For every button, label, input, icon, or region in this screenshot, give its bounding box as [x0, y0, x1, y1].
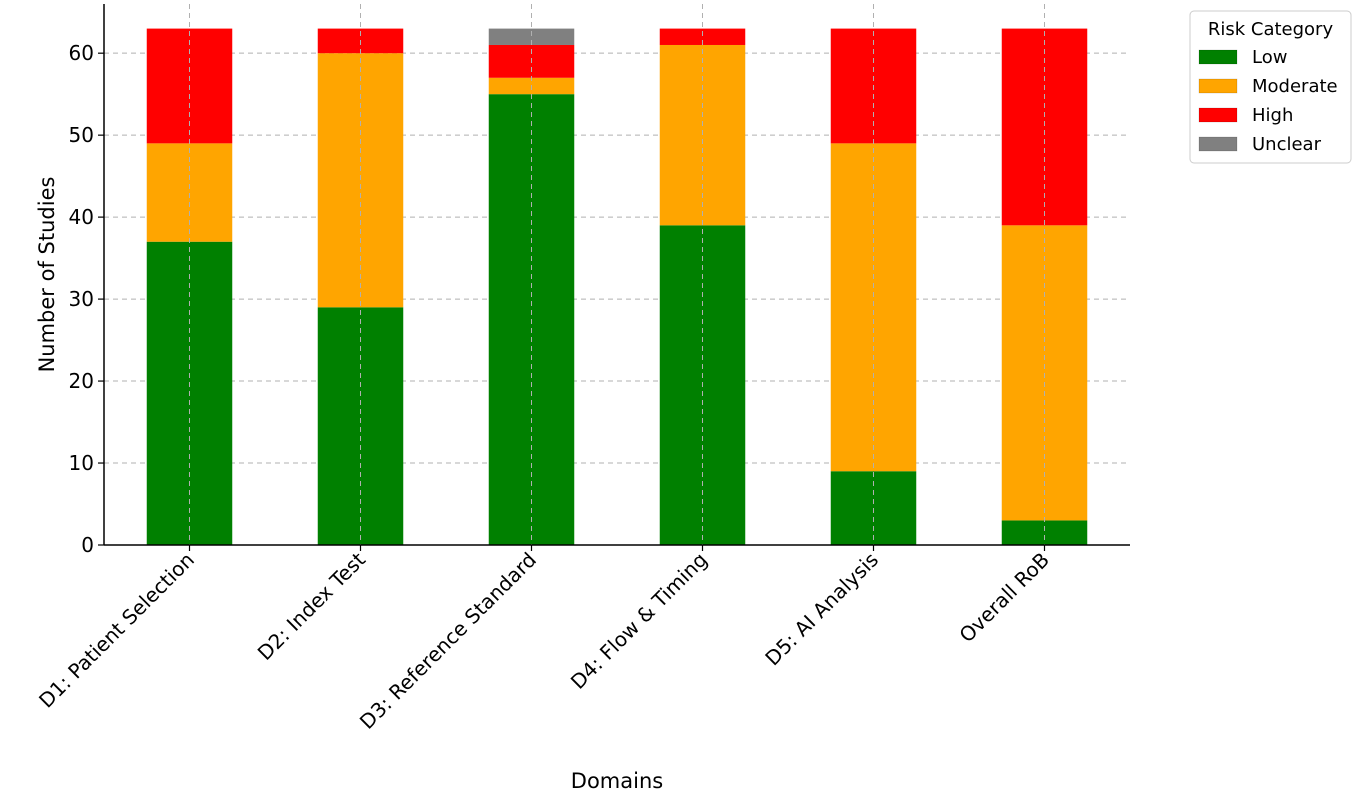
legend-swatch-unclear	[1198, 136, 1238, 152]
y-tick-label: 10	[69, 451, 94, 475]
bar-high-4	[659, 28, 746, 45]
y-axis-title: Number of Studies	[35, 177, 59, 373]
legend-swatch-low	[1198, 49, 1238, 65]
y-tick-label: 0	[81, 533, 94, 557]
legend-swatch-moderate	[1198, 78, 1238, 94]
bars-layer	[146, 28, 1088, 546]
legend-label-unclear: Unclear	[1252, 134, 1322, 155]
x-tick-label: D3: Reference Standard	[355, 548, 541, 734]
y-tick-label: 50	[69, 123, 94, 147]
x-tick-label: D4: Flow & Timing	[566, 548, 712, 694]
y-tick-label: 30	[69, 287, 94, 311]
x-axis-title: Domains	[571, 769, 663, 792]
y-tick-label: 40	[69, 205, 94, 229]
legend-items: Low Moderate High Unclear	[1198, 47, 1338, 155]
grid-layer	[104, 52, 1130, 464]
x-tick-label: D2: Index Test	[253, 547, 371, 665]
bar-unclear-3	[488, 28, 575, 45]
x-tick-label: Overall RoB	[954, 548, 1054, 648]
y-tick-label: 60	[69, 41, 94, 65]
legend: Risk Category Low Moderate High Unclear	[1189, 10, 1352, 164]
legend-title: Risk Category	[1208, 19, 1334, 40]
legend-label-moderate: Moderate	[1252, 76, 1338, 97]
legend-label-low: Low	[1252, 47, 1287, 68]
x-tick-label: D5: AI Analysis	[760, 548, 883, 671]
x-tick-label: D1: Patient Selection	[34, 548, 199, 713]
y-tick-label: 20	[69, 369, 94, 393]
legend-swatch-high	[1198, 107, 1238, 123]
bar-low-6	[1001, 520, 1088, 545]
legend-label-high: High	[1252, 105, 1293, 126]
legend-box	[1189, 10, 1352, 164]
bar-moderate-4	[659, 44, 746, 226]
